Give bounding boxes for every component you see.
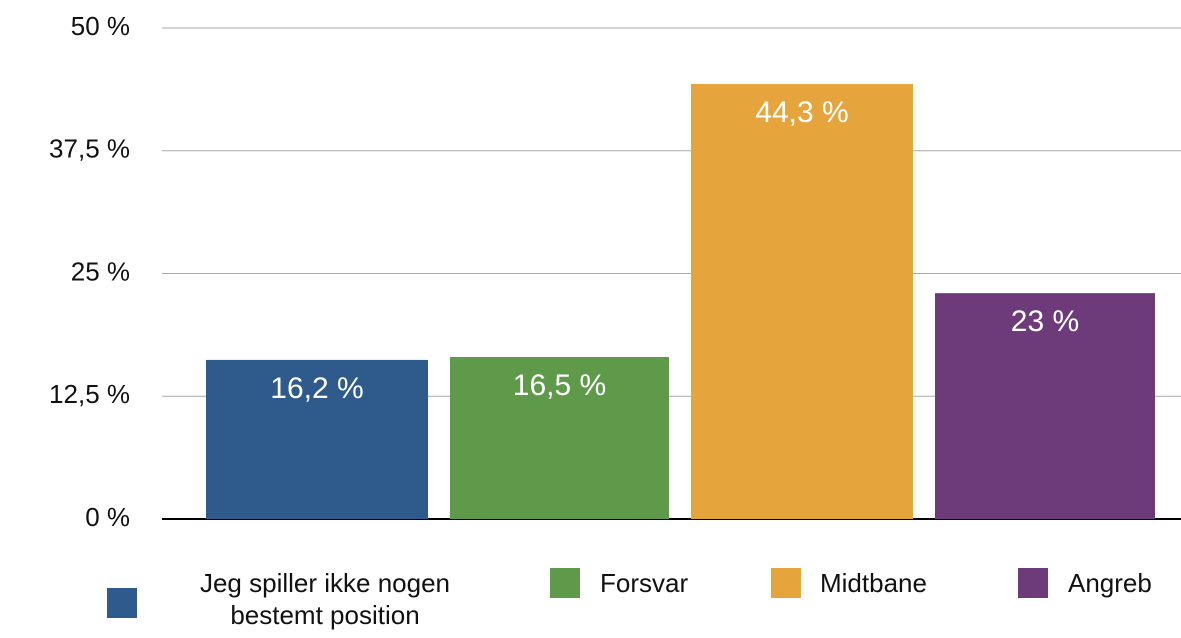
legend-swatch — [1018, 568, 1048, 598]
legend-label: Angreb — [1068, 568, 1152, 598]
y-tick-label: 0 % — [85, 502, 130, 532]
value-label: 16,5 % — [513, 369, 606, 402]
value-label: 16,2 % — [270, 372, 363, 405]
value-label: 23 % — [1011, 305, 1079, 338]
legend-swatch — [107, 588, 137, 618]
bar — [450, 356, 669, 519]
value-label: 44,3 % — [755, 96, 848, 129]
legend-label: Midtbane — [820, 568, 927, 598]
y-tick-label: 25 % — [71, 256, 130, 286]
legend-swatch — [771, 568, 801, 598]
legend-swatch — [550, 568, 580, 598]
y-tick-label: 12,5 % — [49, 379, 130, 409]
legend-label: Forsvar — [600, 568, 689, 598]
bar — [935, 293, 1155, 519]
bar — [691, 83, 913, 519]
y-tick-label: 50 % — [71, 11, 130, 41]
y-tick-label: 37,5 % — [49, 134, 130, 164]
legend-label: Jeg spiller ikke nogen bestemt position — [199, 568, 451, 630]
bar — [206, 359, 428, 519]
